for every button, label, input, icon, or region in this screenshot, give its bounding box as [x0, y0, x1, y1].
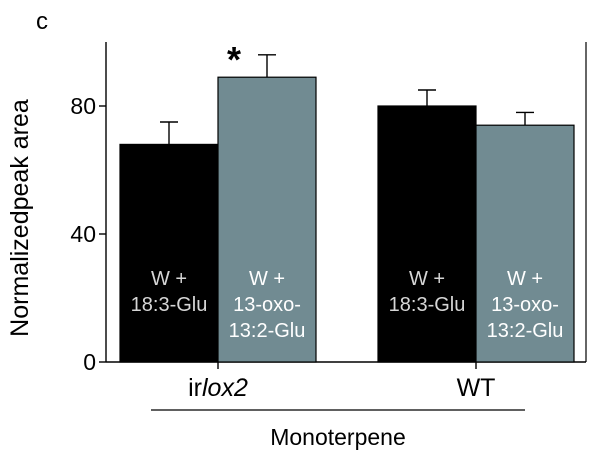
bar: [120, 144, 218, 362]
panel-label: c: [36, 8, 48, 35]
bar-label-line: 18:3-Glu: [131, 294, 208, 316]
bar-label-line: W +: [249, 268, 285, 290]
x-axis-label: Monoterpene: [270, 424, 406, 450]
group-labels: irlox2 WT: [188, 374, 495, 402]
bar: [378, 106, 476, 362]
group-label-italic: lox2: [202, 374, 248, 402]
y-tick-label: 40: [70, 221, 96, 247]
group-label-prefix: ir: [188, 374, 202, 402]
bar-label-line: W +: [151, 268, 187, 290]
bar-label-line: W +: [507, 268, 543, 290]
group-label: irlox2: [188, 374, 248, 402]
bar-label-line: 13:2-Glu: [229, 320, 306, 342]
bar-label-line: 13-oxo-: [233, 294, 301, 316]
bar-label-line: 13:2-Glu: [487, 320, 564, 342]
bar-label-line: W +: [409, 268, 445, 290]
group-label-prefix: WT: [457, 374, 496, 402]
bars: W + 18:3-Glu W + 13-oxo- 13:2-Glu * W + 18:3-Gl…: [120, 39, 574, 362]
y-tick-label: 0: [83, 349, 96, 375]
bar-label-line: 18:3-Glu: [389, 294, 466, 316]
y-tick-label: 80: [70, 93, 96, 119]
significance-asterisk: *: [227, 39, 241, 80]
y-axis-label: Normalizedpeak area: [6, 99, 34, 337]
group-label: WT: [457, 374, 496, 402]
bar-label-line: 13-oxo-: [491, 294, 559, 316]
